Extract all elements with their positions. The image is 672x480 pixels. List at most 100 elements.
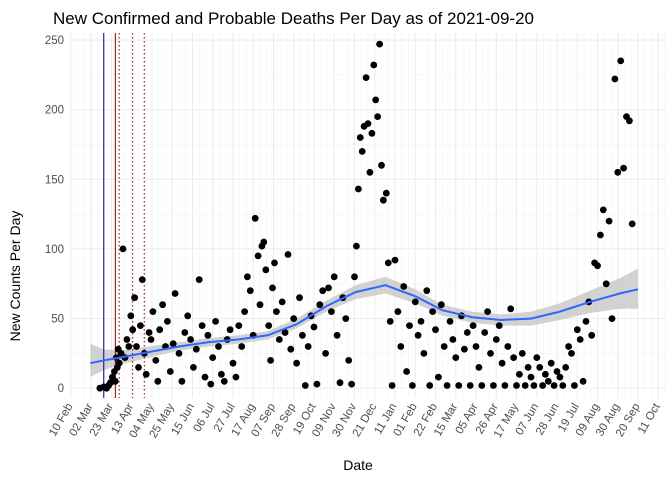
data-point bbox=[498, 359, 506, 367]
data-point bbox=[284, 251, 292, 258]
data-point bbox=[169, 340, 177, 348]
smooth-line-path bbox=[90, 284, 639, 365]
data-point bbox=[382, 189, 390, 197]
data-point bbox=[246, 287, 254, 295]
data-point bbox=[166, 368, 174, 375]
data-point bbox=[366, 168, 374, 176]
data-point bbox=[333, 331, 341, 339]
data-point bbox=[287, 345, 295, 353]
data-point bbox=[597, 231, 604, 239]
data-point bbox=[319, 287, 327, 295]
data-point bbox=[229, 359, 237, 367]
y-tick-label: 100 bbox=[45, 244, 64, 256]
data-point bbox=[449, 336, 457, 343]
data-point bbox=[198, 322, 206, 329]
data-point bbox=[507, 305, 515, 313]
smooth-line bbox=[90, 284, 639, 365]
chart-title: New Confirmed and Probable Deaths Per Da… bbox=[53, 9, 534, 28]
data-point bbox=[484, 308, 491, 315]
data-point bbox=[384, 259, 392, 267]
data-point bbox=[455, 382, 463, 389]
data-point bbox=[440, 343, 448, 350]
data-point bbox=[608, 315, 616, 322]
data-point bbox=[490, 382, 497, 389]
data-point bbox=[518, 350, 526, 357]
data-point bbox=[469, 322, 477, 329]
data-point bbox=[386, 318, 394, 325]
data-point bbox=[547, 359, 555, 367]
data-point bbox=[209, 354, 217, 361]
data-point bbox=[594, 262, 601, 270]
data-point bbox=[513, 382, 520, 389]
data-point bbox=[420, 350, 428, 357]
data-point bbox=[351, 273, 358, 281]
data-points bbox=[96, 40, 636, 392]
data-point bbox=[235, 322, 243, 329]
data-point bbox=[432, 326, 439, 334]
data-point bbox=[345, 357, 353, 364]
data-point bbox=[342, 315, 350, 322]
data-point bbox=[135, 364, 142, 371]
data-point bbox=[576, 336, 584, 343]
data-point bbox=[281, 329, 289, 336]
data-point bbox=[267, 357, 274, 364]
data-point bbox=[370, 61, 378, 69]
data-point bbox=[190, 364, 197, 371]
data-point bbox=[218, 370, 225, 378]
data-point bbox=[145, 329, 153, 336]
data-point bbox=[353, 242, 360, 250]
data-point bbox=[362, 74, 370, 81]
data-point bbox=[475, 364, 483, 371]
data-point bbox=[579, 377, 587, 385]
data-point bbox=[533, 354, 541, 361]
data-point bbox=[550, 382, 558, 389]
data-point bbox=[492, 336, 500, 343]
data-point bbox=[336, 379, 344, 387]
data-point bbox=[123, 336, 131, 343]
data-point bbox=[310, 323, 318, 331]
data-point bbox=[262, 266, 270, 274]
y-tick-label: 200 bbox=[45, 105, 64, 117]
data-point bbox=[376, 40, 383, 48]
data-point bbox=[241, 308, 249, 315]
y-tick-label: 250 bbox=[45, 35, 64, 47]
data-point bbox=[391, 256, 399, 264]
data-point bbox=[220, 377, 228, 385]
data-point bbox=[446, 318, 454, 325]
data-point bbox=[330, 273, 338, 281]
grid-minor bbox=[70, 33, 666, 398]
data-point bbox=[400, 283, 408, 290]
data-point bbox=[472, 343, 480, 350]
data-point bbox=[620, 164, 627, 172]
data-point bbox=[260, 238, 268, 246]
data-point bbox=[301, 382, 309, 389]
data-point bbox=[463, 329, 471, 336]
data-point bbox=[138, 276, 146, 283]
data-point bbox=[565, 343, 572, 350]
data-point bbox=[443, 382, 451, 389]
data-point bbox=[232, 373, 240, 381]
data-point bbox=[628, 220, 636, 228]
data-point bbox=[487, 350, 494, 357]
data-point bbox=[164, 318, 171, 325]
data-point bbox=[374, 113, 381, 120]
data-point bbox=[111, 377, 119, 385]
data-point bbox=[256, 301, 264, 309]
data-point bbox=[403, 368, 410, 375]
data-point bbox=[133, 343, 140, 350]
data-point bbox=[542, 370, 549, 378]
data-point bbox=[125, 343, 133, 350]
data-point bbox=[316, 301, 324, 309]
data-point bbox=[147, 336, 155, 343]
data-point bbox=[481, 329, 489, 336]
data-point bbox=[524, 364, 532, 371]
data-point bbox=[356, 134, 364, 141]
data-point bbox=[588, 331, 596, 339]
data-point bbox=[409, 382, 416, 389]
data-point bbox=[553, 368, 561, 375]
y-axis-title: New Counts Per Day bbox=[7, 211, 23, 342]
y-tick-label: 150 bbox=[45, 174, 64, 186]
data-point bbox=[152, 357, 160, 364]
data-point bbox=[355, 185, 362, 193]
